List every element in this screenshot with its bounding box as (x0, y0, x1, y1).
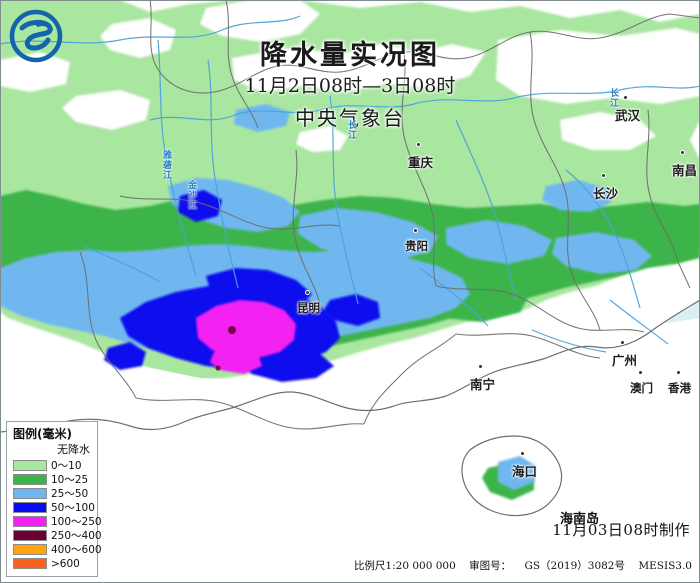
province-borders (79, 0, 700, 430)
legend-row: 100～250 (13, 515, 102, 528)
legend-label: 400～600 (51, 544, 102, 557)
city-marker-dot (521, 452, 524, 455)
city-marker-dot (417, 143, 420, 146)
legend-swatch (13, 530, 47, 542)
legend-swatch (13, 502, 47, 514)
legend-row: 0～10 (13, 459, 92, 472)
precip-band-250-400 (215, 326, 236, 371)
cma-swirl-logo-icon (8, 8, 64, 64)
legend-swatch (13, 460, 47, 472)
legend-row: 25～50 (13, 487, 92, 500)
legend-label: 0～10 (51, 460, 82, 473)
legend-swatch (13, 516, 47, 528)
city-marker-dot (602, 174, 605, 177)
legend-row: 400～600 (13, 543, 102, 556)
city-marker-dot (621, 341, 624, 344)
legend-row: 50～100 (13, 501, 95, 515)
city-marker-dot (639, 371, 642, 374)
city-marker-dot (677, 371, 680, 374)
review-number: GS（2019）3082号 (524, 560, 625, 572)
legend-row: >600 (13, 557, 92, 570)
city-marker-dot (479, 365, 482, 368)
legend-rows: 0～10 10～25 25～50 50～100 100～250 250～400 400～60… (13, 459, 102, 570)
legend-title: 图例(毫米) (13, 427, 72, 441)
city-marker-dot (624, 96, 627, 99)
map-credits: 比例尺1:20 000 000 审图号： GS（2019）3082号 MESIS… (344, 558, 692, 573)
legend-swatch (13, 474, 47, 486)
system-version: MESIS3.0 (638, 560, 692, 572)
legend-label: 10～25 (51, 474, 89, 487)
legend-box: 图例(毫米) 无降水 0～10 10～25 25～50 50～100 100～250 25… (6, 421, 102, 578)
made-at-text: 11月03日08时制作 (552, 521, 690, 539)
legend-label: 250～400 (51, 530, 102, 543)
legend-swatch (13, 558, 47, 570)
legend-label: 50～100 (51, 502, 95, 515)
legend-row: 10～25 (13, 473, 92, 486)
precip-band-100-250 (196, 300, 296, 374)
legend-label: 100～250 (51, 516, 102, 529)
rivers (0, 15, 700, 353)
city-marker-dot (306, 291, 309, 294)
legend-label: 25～50 (51, 488, 89, 501)
city-marker-dot (681, 151, 684, 154)
legend-row: 250～400 (13, 529, 102, 542)
legend-label: >600 (51, 557, 80, 570)
review-label: 审图号： (469, 560, 512, 572)
legend-no-precip-label: 无降水 (57, 444, 90, 456)
legend-swatch (13, 488, 47, 500)
scale-text: 比例尺1:20 000 000 (353, 560, 456, 572)
city-marker-dot (414, 229, 417, 232)
coastline (0, 299, 700, 517)
legend-swatch (13, 544, 47, 556)
